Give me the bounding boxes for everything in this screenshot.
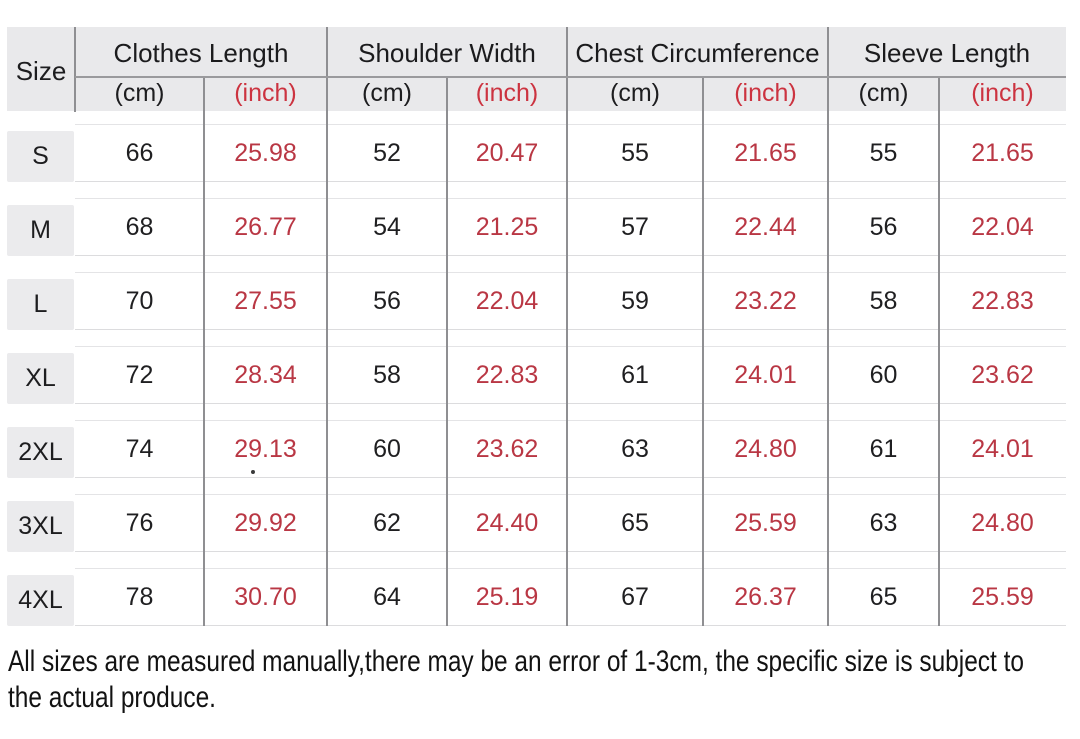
table-cell: 60 bbox=[373, 435, 401, 463]
grid-line bbox=[938, 77, 940, 626]
table-cell: 65 bbox=[869, 583, 898, 611]
table-cell: 29.13 bbox=[234, 435, 297, 463]
disclaimer-note: All sizes are measured manually,there ma… bbox=[8, 644, 1068, 716]
table-cell: 22.83 bbox=[475, 361, 539, 389]
table-cell: 25.19 bbox=[475, 583, 539, 611]
table-cell: 61 bbox=[621, 361, 649, 389]
table-cell: 28.34 bbox=[234, 361, 297, 389]
table-cell: 62 bbox=[373, 509, 401, 537]
table-cell: 23.62 bbox=[475, 435, 539, 463]
header-sleeve-length: Sleeve Length bbox=[863, 38, 1031, 68]
table-cell: 22.83 bbox=[971, 287, 1034, 315]
table-cell: 27.55 bbox=[234, 287, 297, 315]
unit-inch-header: (inch) bbox=[971, 79, 1034, 107]
table-cell: 58 bbox=[869, 287, 898, 315]
table-cell: 72 bbox=[125, 361, 154, 389]
unit-inch-header: (inch) bbox=[234, 79, 297, 107]
table-cell: 23.62 bbox=[971, 361, 1034, 389]
table-cell: 30.70 bbox=[234, 583, 297, 611]
unit-inch-header: (inch) bbox=[734, 79, 797, 107]
table-cell: 25.59 bbox=[971, 583, 1034, 611]
table-cell: 29.92 bbox=[234, 509, 297, 537]
size-cell: 4XL bbox=[7, 575, 74, 626]
size-cell: XL bbox=[7, 353, 74, 404]
table-cell: 78 bbox=[125, 583, 154, 611]
grid-line bbox=[446, 77, 448, 626]
table-cell: 26.37 bbox=[734, 583, 797, 611]
table-cell: 63 bbox=[869, 509, 898, 537]
unit-cm-header: (cm) bbox=[610, 79, 660, 107]
table-cell: 76 bbox=[125, 509, 154, 537]
table-row: 4XL 78 30.70 64 25.19 67 26.37 65 25.59 bbox=[7, 568, 1066, 626]
table-cell: 74 bbox=[125, 435, 154, 463]
size-cell: 2XL bbox=[7, 427, 74, 478]
table-cell: 63 bbox=[621, 435, 649, 463]
table-row: L 70 27.55 56 22.04 59 23.22 58 22.83 bbox=[7, 272, 1066, 330]
size-column-header: Size bbox=[15, 56, 67, 86]
table-row: 3XL 76 29.92 62 24.40 65 25.59 63 24.80 bbox=[7, 494, 1066, 552]
header-shoulder-width: Shoulder Width bbox=[358, 38, 536, 68]
grid-line bbox=[827, 27, 829, 626]
grid-line bbox=[203, 77, 205, 626]
table-cell: 64 bbox=[373, 583, 401, 611]
table-cell: 59 bbox=[621, 287, 649, 315]
table-cell: 24.01 bbox=[971, 435, 1034, 463]
table-row: M 68 26.77 54 21.25 57 22.44 56 22.04 bbox=[7, 198, 1066, 256]
unit-cm-header: (cm) bbox=[858, 79, 909, 107]
grid-line bbox=[326, 27, 328, 626]
table-row: 2XL 74 29.13 60 23.62 63 24.80 61 24.01 bbox=[7, 420, 1066, 478]
unit-inch-header: (inch) bbox=[475, 79, 539, 107]
table-cell: 65 bbox=[621, 509, 649, 537]
table-cell: 22.44 bbox=[734, 213, 797, 241]
table-cell: 22.04 bbox=[475, 287, 539, 315]
table-cell: 56 bbox=[373, 287, 401, 315]
table-cell: 70 bbox=[125, 287, 154, 315]
unit-cm-header: (cm) bbox=[114, 79, 165, 107]
table-cell: 55 bbox=[869, 139, 898, 167]
table-cell: 24.01 bbox=[734, 361, 797, 389]
table-cell: 60 bbox=[869, 361, 898, 389]
table-header: Size Clothes Length Shoulder Width Chest… bbox=[7, 27, 1066, 111]
table-cell: 26.77 bbox=[234, 213, 297, 241]
table-cell: 22.04 bbox=[971, 213, 1034, 241]
table-cell: 52 bbox=[373, 139, 401, 167]
table-cell: 21.65 bbox=[734, 139, 797, 167]
table-cell: 66 bbox=[125, 139, 154, 167]
header-divider-line bbox=[75, 76, 1066, 78]
table-cell: 24.40 bbox=[475, 509, 539, 537]
table-cell: 57 bbox=[621, 213, 649, 241]
disclaimer-line-2: the actual produce. bbox=[8, 681, 216, 714]
table-cell: 25.98 bbox=[234, 139, 297, 167]
table-cell: 24.80 bbox=[971, 509, 1034, 537]
table-cell: 68 bbox=[125, 213, 154, 241]
grid-line bbox=[566, 27, 568, 626]
table-cell: 23.22 bbox=[734, 287, 797, 315]
size-cell: 3XL bbox=[7, 501, 74, 552]
table-row: S 66 25.98 52 20.47 55 21.65 55 21.65 bbox=[7, 124, 1066, 182]
stray-mark bbox=[251, 470, 255, 474]
size-cell: S bbox=[7, 131, 74, 182]
table-cell: 24.80 bbox=[734, 435, 797, 463]
grid-line bbox=[74, 27, 76, 112]
unit-cm-header: (cm) bbox=[362, 79, 412, 107]
table-cell: 54 bbox=[373, 213, 401, 241]
disclaimer-line-1: All sizes are measured manually,there ma… bbox=[8, 645, 1025, 678]
grid-line bbox=[702, 77, 704, 626]
table-cell: 56 bbox=[869, 213, 898, 241]
size-cell: L bbox=[7, 279, 74, 330]
header-clothes-length: Clothes Length bbox=[113, 38, 289, 68]
table-cell: 25.59 bbox=[734, 509, 797, 537]
table-row: XL 72 28.34 58 22.83 61 24.01 60 23.62 bbox=[7, 346, 1066, 404]
table-cell: 20.47 bbox=[475, 139, 539, 167]
table-cell: 58 bbox=[373, 361, 401, 389]
header-chest-circumference: Chest Circumference bbox=[575, 38, 820, 68]
table-cell: 61 bbox=[869, 435, 898, 463]
table-cell: 21.65 bbox=[971, 139, 1034, 167]
table-cell: 21.25 bbox=[475, 213, 539, 241]
size-cell: M bbox=[7, 205, 74, 256]
table-cell: 55 bbox=[621, 139, 649, 167]
table-cell: 67 bbox=[621, 583, 649, 611]
